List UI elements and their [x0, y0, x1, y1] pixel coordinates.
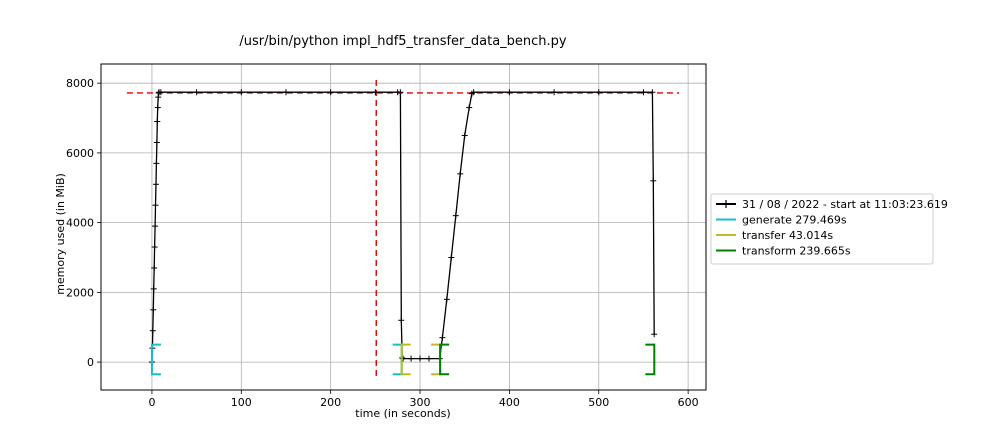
phase-end-bracket [392, 343, 403, 376]
x-tick-label: 500 [588, 396, 609, 409]
bracket-close [645, 343, 656, 376]
data-point [151, 264, 158, 271]
phase-start-bracket [150, 343, 161, 376]
data-point [649, 89, 656, 96]
data-point [457, 170, 464, 177]
series-line [151, 91, 655, 363]
data-point [152, 202, 159, 209]
phase-start-bracket [439, 343, 450, 376]
y-tick-label: 8000 [66, 77, 94, 90]
grid-lines [101, 64, 706, 390]
data-point [398, 317, 405, 324]
data-point [443, 296, 450, 303]
data-point [149, 327, 156, 334]
data-point [193, 89, 200, 96]
data-point [448, 254, 455, 261]
legend-entry: transfer 43.014s [716, 229, 833, 242]
data-point [282, 89, 289, 96]
data-point [157, 89, 164, 96]
data-point [150, 285, 157, 292]
y-tick-label: 2000 [66, 286, 94, 299]
y-tick-label: 0 [87, 356, 94, 369]
legend-label: 31 / 08 / 2022 - start at 11:03:23.619 [742, 198, 948, 211]
data-point [153, 160, 160, 167]
legend: 31 / 08 / 2022 - start at 11:03:23.619 ge… [710, 193, 948, 265]
data-point [651, 331, 658, 338]
x-tick-label: 400 [499, 396, 520, 409]
series-layer [148, 89, 658, 366]
bracket-close [431, 343, 442, 376]
data-point [154, 104, 161, 111]
legend-label: generate 279.469s [742, 214, 847, 227]
reference-lines [126, 79, 680, 377]
data-point [151, 244, 158, 251]
data-point [439, 334, 446, 341]
x-axis-ticks: 0 100 200 300 400 500 600 [148, 390, 699, 409]
phase-end-bracket [431, 343, 442, 376]
y-tick-label: 4000 [66, 217, 94, 230]
data-point [408, 355, 415, 362]
bracket-open [439, 343, 450, 376]
phase-start-bracket [400, 343, 411, 376]
x-tick-label: 300 [410, 396, 431, 409]
data-point [595, 89, 602, 96]
legend-entry: transform 239.665s [716, 245, 851, 258]
data-point [327, 89, 334, 96]
phase-brackets [150, 343, 656, 376]
data-point [425, 355, 432, 362]
data-point [397, 89, 404, 96]
data-point [150, 306, 157, 313]
data-point [452, 212, 459, 219]
x-tick-label: 600 [678, 396, 699, 409]
legend-label: transfer 43.014s [742, 229, 833, 242]
y-axis-ticks: 0 2000 4000 6000 8000 [66, 77, 101, 369]
y-axis-label: memory used (in MiB) [54, 173, 67, 295]
plot-frame [100, 63, 707, 391]
data-point [640, 89, 647, 96]
data-point [470, 89, 477, 96]
data-point [154, 118, 161, 125]
data-point [372, 89, 379, 96]
data-point [153, 139, 160, 146]
data-point [506, 89, 513, 96]
data-point [417, 355, 424, 362]
legend-box [710, 193, 934, 265]
bracket-open [150, 343, 161, 376]
bracket-open [400, 343, 411, 376]
data-point [461, 132, 468, 139]
x-axis-label: time (in seconds) [355, 407, 450, 420]
x-tick-label: 100 [231, 396, 252, 409]
legend-entry: generate 279.469s [716, 214, 847, 227]
chart-title: /usr/bin/python impl_hdf5_transfer_data_… [239, 34, 567, 49]
data-point [152, 223, 159, 230]
legend-entry: 31 / 08 / 2022 - start at 11:03:23.619 [716, 198, 948, 211]
data-point [650, 177, 657, 184]
data-point [551, 89, 558, 96]
bracket-close [392, 343, 403, 376]
data-point [152, 181, 159, 188]
data-point [466, 104, 473, 111]
phase-end-bracket [645, 343, 656, 376]
x-tick-label: 200 [320, 396, 341, 409]
x-tick-label: 0 [148, 396, 155, 409]
legend-label: transform 239.665s [742, 245, 851, 258]
data-point [238, 89, 245, 96]
y-tick-label: 6000 [66, 147, 94, 160]
